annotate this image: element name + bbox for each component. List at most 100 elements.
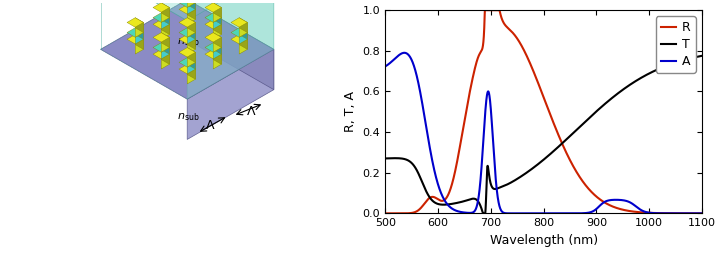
Text: $\Lambda$: $\Lambda$ <box>246 105 256 118</box>
Polygon shape <box>213 37 222 52</box>
A <box>381 65 390 68</box>
A <box>400 51 409 54</box>
Polygon shape <box>187 0 274 99</box>
R <box>633 211 642 214</box>
Polygon shape <box>161 13 169 24</box>
T <box>381 157 390 160</box>
Polygon shape <box>205 13 222 22</box>
Polygon shape <box>239 18 248 33</box>
Polygon shape <box>187 0 274 90</box>
Polygon shape <box>239 39 248 54</box>
Polygon shape <box>187 22 195 37</box>
Polygon shape <box>213 13 222 24</box>
Polygon shape <box>153 33 169 42</box>
Legend: R, T, A: R, T, A <box>656 17 696 73</box>
Polygon shape <box>187 35 195 49</box>
Polygon shape <box>161 20 169 34</box>
A <box>582 211 591 214</box>
Polygon shape <box>153 50 169 59</box>
Polygon shape <box>213 50 222 64</box>
Polygon shape <box>213 47 222 59</box>
Polygon shape <box>187 49 274 139</box>
R <box>495 11 504 14</box>
Line: R: R <box>385 10 702 213</box>
Polygon shape <box>187 62 195 74</box>
Polygon shape <box>153 20 169 29</box>
R <box>582 185 591 188</box>
Polygon shape <box>153 3 169 12</box>
Polygon shape <box>187 47 195 62</box>
R <box>397 212 405 215</box>
Polygon shape <box>101 0 274 21</box>
R <box>480 9 489 12</box>
Polygon shape <box>135 33 143 44</box>
Polygon shape <box>187 39 195 54</box>
T <box>698 54 706 57</box>
R <box>568 164 577 167</box>
Polygon shape <box>161 50 169 64</box>
Polygon shape <box>135 35 143 49</box>
Polygon shape <box>187 9 195 24</box>
Polygon shape <box>161 54 169 69</box>
Polygon shape <box>161 24 169 39</box>
T <box>616 90 624 93</box>
T <box>495 186 504 189</box>
Polygon shape <box>213 54 222 69</box>
Y-axis label: R, T, A: R, T, A <box>344 91 357 132</box>
Polygon shape <box>187 52 195 67</box>
Polygon shape <box>239 35 248 49</box>
A <box>568 212 577 215</box>
Polygon shape <box>231 35 248 44</box>
Polygon shape <box>161 18 169 29</box>
A <box>633 206 642 209</box>
Polygon shape <box>205 50 222 59</box>
Text: $\Lambda$: $\Lambda$ <box>205 119 215 133</box>
Polygon shape <box>231 18 248 27</box>
Polygon shape <box>205 3 222 12</box>
R <box>698 212 706 215</box>
Polygon shape <box>205 33 222 42</box>
Polygon shape <box>187 0 195 7</box>
Polygon shape <box>179 0 195 7</box>
Polygon shape <box>179 58 195 67</box>
A <box>698 212 706 215</box>
Polygon shape <box>127 35 143 44</box>
T <box>582 119 591 122</box>
Polygon shape <box>187 0 195 3</box>
Polygon shape <box>161 37 169 52</box>
Polygon shape <box>213 43 222 54</box>
Polygon shape <box>153 13 169 22</box>
Polygon shape <box>239 22 248 37</box>
Polygon shape <box>231 28 248 37</box>
Polygon shape <box>153 43 169 52</box>
Polygon shape <box>205 43 222 52</box>
Polygon shape <box>187 65 195 79</box>
Polygon shape <box>187 18 195 33</box>
Polygon shape <box>135 28 143 39</box>
Polygon shape <box>187 5 195 20</box>
T <box>397 157 405 160</box>
Polygon shape <box>161 47 169 59</box>
R <box>616 208 624 211</box>
Polygon shape <box>161 8 169 22</box>
T <box>633 79 642 82</box>
Text: $n_{\rm sub}$: $n_{\rm sub}$ <box>177 111 199 123</box>
Polygon shape <box>239 33 248 44</box>
Polygon shape <box>179 28 195 37</box>
Polygon shape <box>101 0 274 99</box>
Polygon shape <box>205 20 222 29</box>
Line: T: T <box>385 56 702 213</box>
Line: A: A <box>385 53 702 213</box>
T <box>479 212 487 215</box>
Polygon shape <box>127 18 143 27</box>
Polygon shape <box>213 3 222 18</box>
T <box>568 132 577 135</box>
Polygon shape <box>187 0 195 9</box>
X-axis label: Wavelength (nm): Wavelength (nm) <box>490 234 598 247</box>
Polygon shape <box>127 28 143 37</box>
Polygon shape <box>161 33 169 47</box>
Polygon shape <box>187 3 195 14</box>
Polygon shape <box>179 5 195 14</box>
Polygon shape <box>187 0 274 49</box>
Polygon shape <box>213 8 222 22</box>
